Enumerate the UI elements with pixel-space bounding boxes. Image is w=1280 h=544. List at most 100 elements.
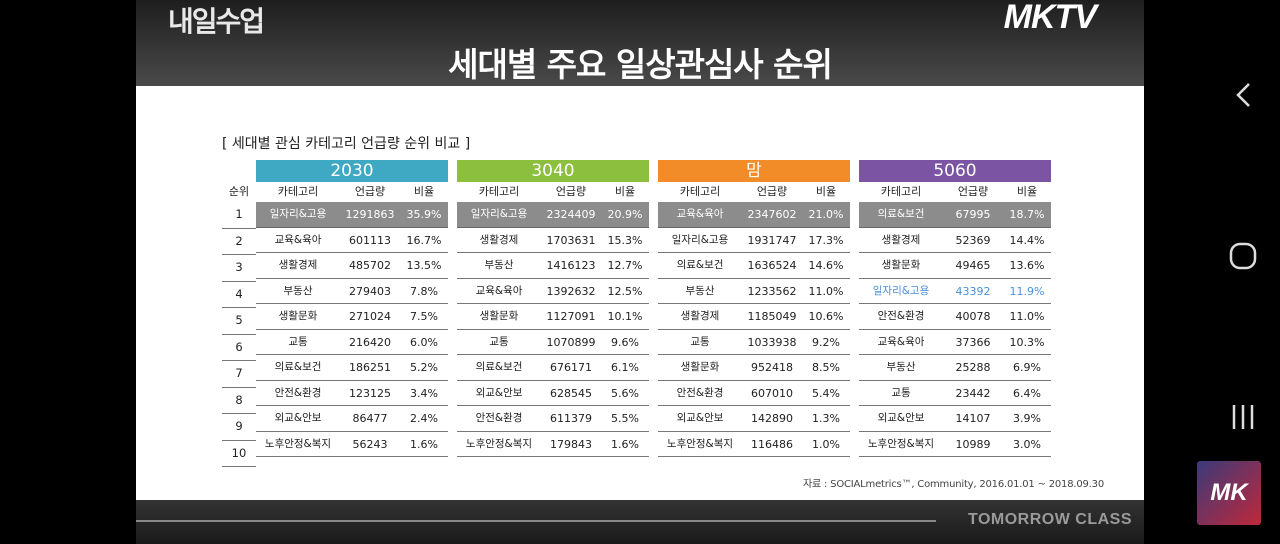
ratio-cell: 13.5% bbox=[406, 259, 442, 272]
ratio-cell: 9.2% bbox=[812, 335, 840, 349]
table-row: 일자리&고용 1291863 35.9% bbox=[256, 202, 448, 228]
category-cell: 노후안정&복지 bbox=[264, 437, 332, 450]
panel-header: 3040 bbox=[457, 160, 649, 182]
category-cell: 교통 bbox=[891, 386, 911, 399]
category-cell: 의료&보건 bbox=[877, 208, 925, 220]
mk-channel-logo[interactable]: MK bbox=[1197, 461, 1261, 525]
rank-cell: 4 bbox=[222, 282, 256, 308]
ratio-cell: 11.0% bbox=[1009, 310, 1045, 323]
ratio-cell: 1.6% bbox=[410, 437, 438, 451]
category-cell: 교육&육아 bbox=[877, 335, 925, 348]
ratio-cell: 6.9% bbox=[1013, 361, 1041, 374]
ratio-cell: 1.3% bbox=[812, 412, 840, 425]
ratio-cell: 14.6% bbox=[808, 259, 844, 272]
mentions-cell: 607010 bbox=[751, 386, 793, 400]
chevron-left-icon[interactable] bbox=[1230, 80, 1260, 110]
category-cell: 안전&환경 bbox=[274, 386, 322, 399]
page-title: 세대별 주요 일상관심사 순위 bbox=[448, 45, 833, 84]
rank-header: 순위 bbox=[228, 185, 250, 198]
category-cell: 노후안정&복지 bbox=[666, 437, 734, 450]
brand-logo-right: MKTV bbox=[1003, 0, 1097, 36]
category-cell: 일자리&고용 bbox=[269, 208, 327, 220]
table-row: 노후안정&복지 56243 1.6% bbox=[256, 432, 448, 457]
column-headers: 카테고리 언급량 비율 bbox=[658, 182, 850, 202]
table-row: 안전&환경 40078 11.0% bbox=[859, 304, 1051, 330]
column-header-category: 카테고리 bbox=[478, 185, 520, 198]
table-row: 안전&환경 123125 3.4% bbox=[256, 381, 448, 406]
footer-divider bbox=[136, 520, 936, 522]
category-cell: 교통 bbox=[489, 335, 509, 348]
mentions-cell: 10989 bbox=[955, 437, 991, 451]
recents-bars-icon[interactable] bbox=[1228, 402, 1258, 432]
ratio-cell: 6.0% bbox=[410, 335, 438, 349]
rank-cell: 2 bbox=[222, 229, 256, 255]
ratio-cell: 6.4% bbox=[1013, 386, 1041, 400]
column-header-ratio: 비율 bbox=[1016, 185, 1038, 198]
category-cell: 부동산 bbox=[685, 284, 715, 297]
column-header-category: 카테고리 bbox=[679, 185, 721, 198]
table-row: 부동산 1416123 12.7% bbox=[457, 253, 649, 279]
category-cell: 일자리&고용 bbox=[872, 284, 930, 297]
rank-column: 순위 1 2 3 4 5 6 7 8 9 10 bbox=[222, 182, 256, 467]
mentions-cell: 123125 bbox=[349, 386, 391, 400]
circle-home-icon[interactable] bbox=[1228, 241, 1258, 271]
panel-맘: 맘 카테고리 언급량 비율 교육&육아 2347602 21.0% 일자리&고용 1931747… bbox=[658, 160, 850, 457]
mentions-cell: 56243 bbox=[352, 437, 388, 451]
rank-cell: 9 bbox=[222, 414, 256, 441]
ratio-cell: 7.5% bbox=[410, 310, 438, 323]
category-cell: 생활경제 bbox=[278, 259, 318, 271]
category-cell: 교통 bbox=[690, 335, 710, 348]
ratio-cell: 1.6% bbox=[611, 437, 639, 451]
ratio-cell: 11.0% bbox=[808, 284, 844, 298]
table-row: 생활경제 1703631 15.3% bbox=[457, 228, 649, 253]
table-row: 생활문화 1127091 10.1% bbox=[457, 304, 649, 330]
category-cell: 교육&육아 bbox=[274, 233, 322, 246]
table-row: 일자리&고용 1931747 17.3% bbox=[658, 228, 850, 253]
table-row: 교육&육아 2347602 21.0% bbox=[658, 202, 850, 228]
ratio-cell: 12.7% bbox=[607, 259, 643, 272]
category-cell: 외교&안보 bbox=[877, 412, 925, 424]
table-row: 의료&보건 67995 18.7% bbox=[859, 202, 1051, 228]
category-cell: 안전&환경 bbox=[877, 310, 925, 322]
rank-cell: 8 bbox=[222, 388, 256, 414]
mentions-cell: 186251 bbox=[349, 361, 391, 374]
panel-3040: 3040 카테고리 언급량 비율 일자리&고용 2324409 20.9% 생활경제 17036… bbox=[457, 160, 649, 457]
footer-brand: TOMORROW CLASS bbox=[967, 511, 1132, 528]
ratio-cell: 18.7% bbox=[1009, 208, 1045, 221]
ratio-cell: 17.3% bbox=[808, 233, 844, 247]
ratio-cell: 20.9% bbox=[607, 208, 643, 221]
category-cell: 의료&보건 bbox=[676, 259, 724, 271]
mentions-cell: 628545 bbox=[550, 386, 592, 400]
column-header-category: 카테고리 bbox=[277, 185, 319, 198]
ratio-cell: 10.1% bbox=[607, 310, 643, 323]
category-cell: 생활경제 bbox=[881, 233, 921, 246]
panel-header: 맘 bbox=[658, 160, 850, 182]
slide-header: 내일수업 MKTV 세대별 주요 일상관심사 순위 bbox=[136, 0, 1144, 86]
category-cell: 교육&육아 bbox=[676, 208, 724, 220]
rank-cell: 6 bbox=[222, 335, 256, 361]
category-cell: 생활경제 bbox=[680, 310, 720, 322]
mentions-cell: 611379 bbox=[550, 412, 592, 425]
mentions-cell: 279403 bbox=[349, 284, 391, 298]
mentions-cell: 142890 bbox=[751, 412, 793, 425]
mentions-cell: 485702 bbox=[349, 259, 391, 272]
ratio-cell: 1.0% bbox=[812, 437, 840, 451]
ratio-cell: 16.7% bbox=[406, 233, 442, 247]
table-subtitle: [ 세대별 관심 카테고리 언급량 순위 비교 ] bbox=[222, 136, 471, 152]
mentions-cell: 52369 bbox=[955, 233, 991, 247]
category-cell: 외교&안보 bbox=[475, 386, 523, 399]
table-row: 의료&보건 1636524 14.6% bbox=[658, 253, 850, 279]
mentions-cell: 2324409 bbox=[546, 208, 596, 221]
category-cell: 생활문화 bbox=[680, 361, 720, 373]
mentions-cell: 1033938 bbox=[747, 335, 797, 349]
mentions-cell: 1416123 bbox=[546, 259, 596, 272]
rank-cell: 5 bbox=[222, 308, 256, 335]
table-row: 안전&환경 607010 5.4% bbox=[658, 381, 850, 406]
table-row: 노후안정&복지 179843 1.6% bbox=[457, 432, 649, 457]
table-row: 외교&안보 14107 3.9% bbox=[859, 406, 1051, 432]
table-row: 교통 23442 6.4% bbox=[859, 381, 1051, 406]
category-cell: 교육&육아 bbox=[475, 284, 523, 297]
category-cell: 일자리&고용 bbox=[671, 233, 729, 246]
table-row: 외교&안보 628545 5.6% bbox=[457, 381, 649, 406]
panel-5060: 5060 카테고리 언급량 비율 의료&보건 67995 18.7% 생활경제 52369 14.… bbox=[859, 160, 1051, 457]
